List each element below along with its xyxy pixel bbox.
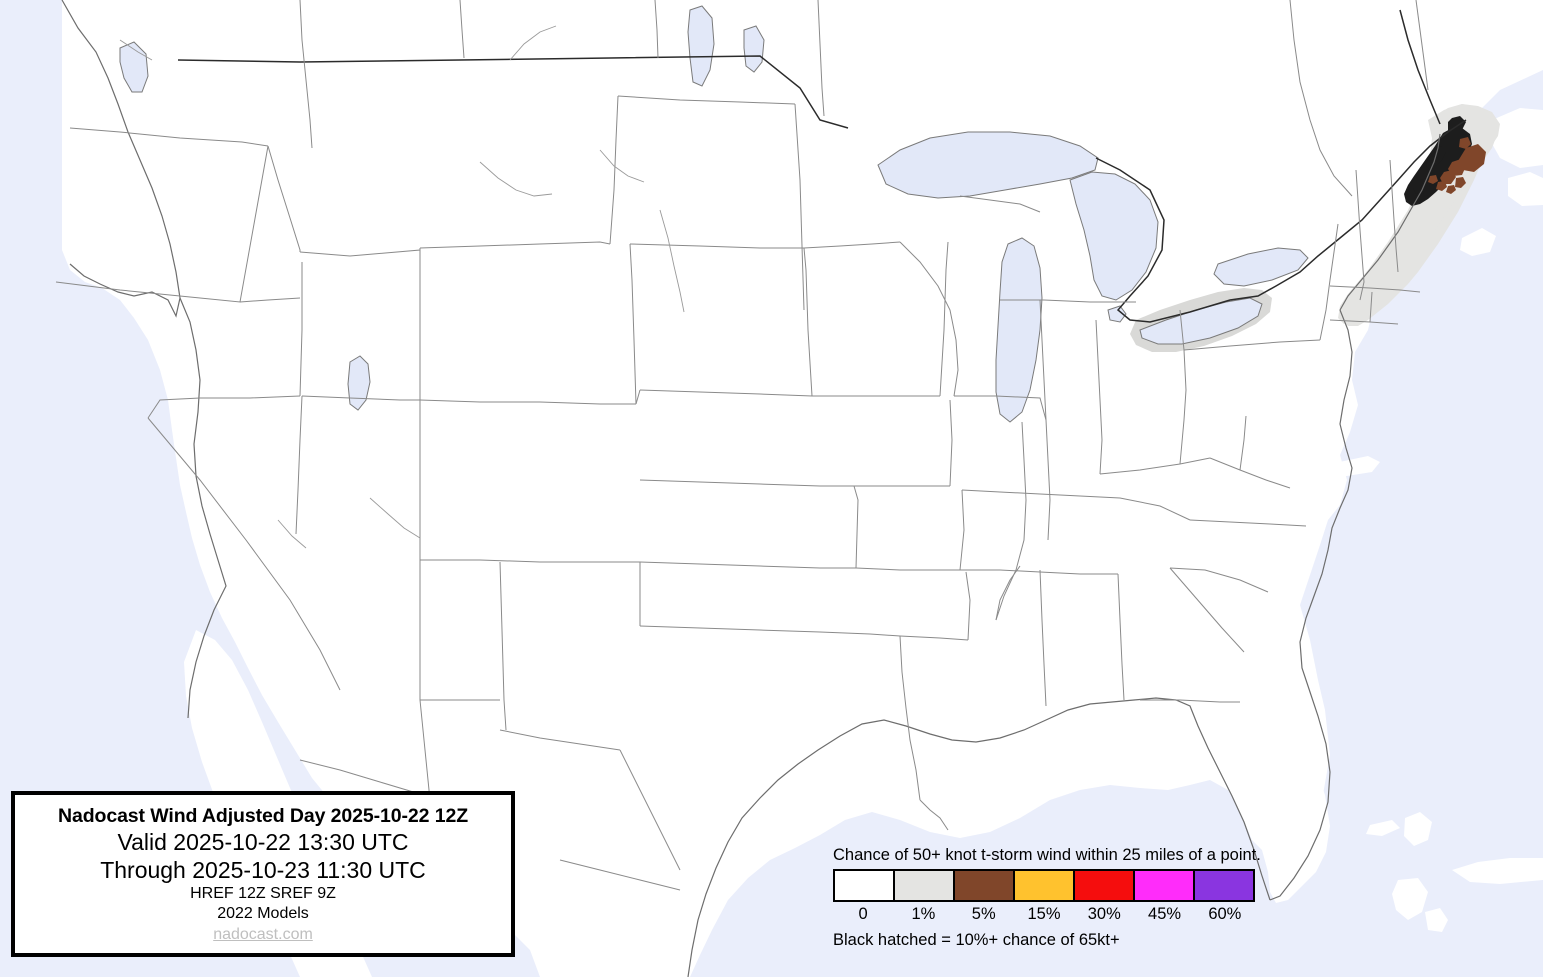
lake-superior: [877, 131, 1099, 199]
legend-swatch-15pct: [1015, 871, 1075, 901]
legend-tick-5pct: 5%: [971, 905, 996, 924]
legend-color-bar: [833, 869, 1255, 903]
legend-swatch-30pct: [1075, 871, 1135, 901]
legend-tick-0: 0: [858, 905, 868, 924]
rivers: [119, 25, 685, 549]
lake-ontario: [1213, 247, 1309, 287]
lake-winnipeg: [687, 5, 715, 87]
lake-huron: [1069, 171, 1159, 301]
legend-swatch-5pct: [955, 871, 1015, 901]
probability-legend: Chance of 50+ knot t-storm wind within 2…: [833, 846, 1303, 949]
lakes-and-water: [119, 5, 1309, 423]
legend-tick-30pct: 30%: [1087, 905, 1121, 924]
model-sources-line: HREF 12Z SREF 9Z: [190, 885, 336, 903]
great-salt-lake: [347, 355, 371, 411]
legend-tick-60pct: 60%: [1208, 905, 1242, 924]
forecast-info-box: Nadocast Wind Adjusted Day 2025-10-22 12…: [11, 791, 515, 957]
legend-tick-15pct: 15%: [1027, 905, 1061, 924]
lake-manitoba: [743, 25, 765, 73]
lake-st-clair: [1107, 305, 1127, 323]
legend-swatch-60pct: [1195, 871, 1253, 901]
valid-time-line: Valid 2025-10-22 13:30 UTC: [117, 829, 409, 856]
lake-michigan: [995, 237, 1043, 423]
national-borders: [177, 9, 1467, 323]
legend-swatch-45pct: [1135, 871, 1195, 901]
legend-tick-1pct: 1%: [911, 905, 936, 924]
puget-sound: [119, 41, 149, 93]
legend-tick-labels: 0 1% 5% 15% 30% 45% 60%: [833, 905, 1255, 925]
legend-swatch-0: [835, 871, 895, 901]
legend-swatch-1pct: [895, 871, 955, 901]
nadocast-website-link[interactable]: nadocast.com: [213, 926, 313, 944]
legend-hatching-note: Black hatched = 10%+ chance of 65kt+: [833, 930, 1120, 949]
legend-tick-45pct: 45%: [1148, 905, 1182, 924]
landmass: [62, 0, 1543, 977]
forecast-title: Nadocast Wind Adjusted Day 2025-10-22 12…: [57, 805, 469, 827]
legend-caption: Chance of 50+ knot t-storm wind within 2…: [833, 846, 1261, 864]
state-borders: [55, 0, 1429, 891]
model-year-line: 2022 Models: [217, 905, 309, 923]
through-time-line: Through 2025-10-23 11:30 UTC: [100, 857, 426, 884]
coastlines: [61, 0, 1441, 977]
